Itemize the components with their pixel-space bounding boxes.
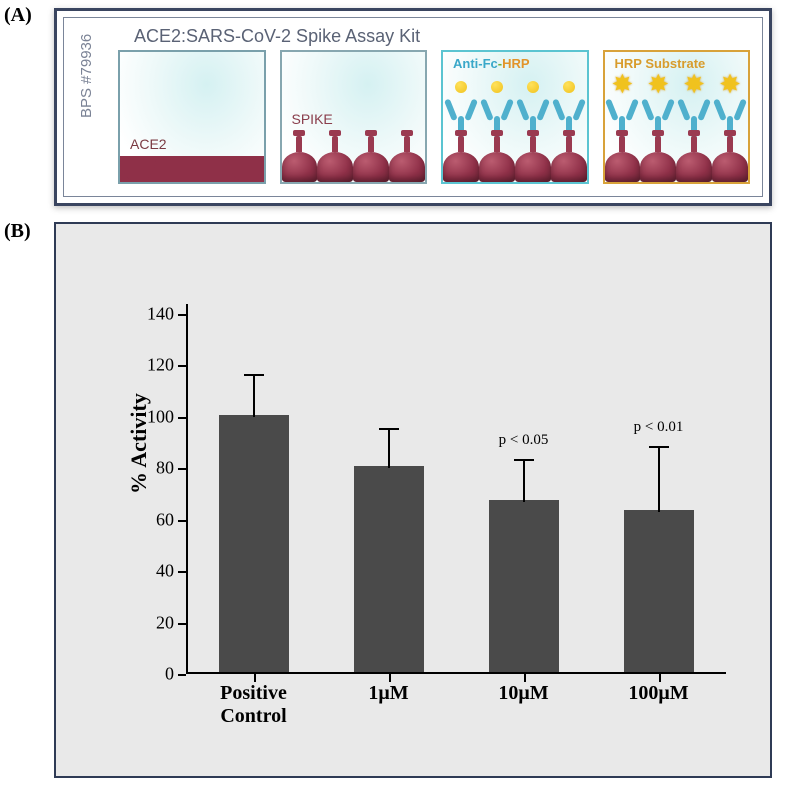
error-cap bbox=[379, 428, 399, 430]
stage-antifc: Anti-Fc-HRP bbox=[441, 50, 589, 184]
ace2-half bbox=[192, 156, 228, 182]
stage-substrate: HRP Substrate ✸ ✸ ✸ ✸ bbox=[603, 50, 751, 184]
ace2-half bbox=[228, 156, 264, 182]
hrp-dot bbox=[563, 81, 575, 93]
spike-row bbox=[443, 128, 587, 182]
y-tick bbox=[178, 623, 186, 625]
hrp-dot bbox=[491, 81, 503, 93]
hrp-dot bbox=[527, 81, 539, 93]
p-value-label: p < 0.01 bbox=[634, 419, 684, 436]
spike-unit bbox=[443, 136, 479, 182]
bar bbox=[489, 500, 559, 672]
spike-unit bbox=[282, 136, 318, 182]
bar bbox=[219, 415, 289, 672]
bps-number: BPS #79936 bbox=[78, 34, 95, 118]
antifc-hrp: HRP bbox=[502, 56, 529, 71]
spike-row bbox=[282, 128, 426, 182]
y-tick-label: 60 bbox=[134, 509, 174, 530]
y-tick bbox=[178, 417, 186, 419]
spike-unit bbox=[353, 136, 389, 182]
y-tick bbox=[178, 674, 186, 676]
error-cap bbox=[244, 374, 264, 376]
panel-a: ACE2:SARS-CoV-2 Spike Assay Kit BPS #799… bbox=[54, 8, 772, 206]
panel-b-label: (B) bbox=[4, 220, 31, 243]
hrp-substrate-label: HRP Substrate bbox=[615, 56, 706, 71]
bar-chart: 020406080100120140PositiveControl1μM10μM… bbox=[186, 314, 726, 674]
error-bar bbox=[253, 376, 255, 417]
x-tick bbox=[254, 674, 256, 682]
spike-unit bbox=[389, 136, 425, 182]
x-tick-label: PositiveControl bbox=[194, 682, 314, 728]
error-bar bbox=[388, 430, 390, 469]
x-tick bbox=[659, 674, 661, 682]
y-tick-label: 80 bbox=[134, 458, 174, 479]
y-tick bbox=[178, 571, 186, 573]
assay-stages: ACE2 SPIKE Anti-Fc- bbox=[118, 50, 750, 184]
y-tick-label: 20 bbox=[134, 612, 174, 633]
error-bar bbox=[523, 461, 525, 502]
error-cap bbox=[514, 459, 534, 461]
x-axis bbox=[186, 672, 726, 674]
x-tick-label: 1μM bbox=[329, 682, 449, 705]
error-bar bbox=[658, 448, 660, 512]
hrp-dot bbox=[455, 81, 467, 93]
y-tick bbox=[178, 314, 186, 316]
y-tick-label: 40 bbox=[134, 561, 174, 582]
panel-a-inner: ACE2:SARS-CoV-2 Spike Assay Kit BPS #799… bbox=[63, 17, 763, 197]
spike-row bbox=[605, 128, 749, 182]
bar bbox=[624, 510, 694, 672]
ace2-half bbox=[120, 156, 156, 182]
y-tick-label: 120 bbox=[134, 355, 174, 376]
y-axis bbox=[186, 304, 188, 674]
spike-unit bbox=[605, 136, 641, 182]
ace2-row bbox=[120, 156, 264, 182]
spike-unit bbox=[317, 136, 353, 182]
stage-spike: SPIKE bbox=[280, 50, 428, 184]
spike-unit bbox=[479, 136, 515, 182]
p-value-label: p < 0.05 bbox=[499, 432, 549, 449]
y-tick bbox=[178, 520, 186, 522]
y-tick-label: 100 bbox=[134, 406, 174, 427]
x-tick-label: 100μM bbox=[599, 682, 719, 705]
ace2-half bbox=[156, 156, 192, 182]
x-tick-label: 10μM bbox=[464, 682, 584, 705]
y-tick bbox=[178, 468, 186, 470]
y-tick-label: 140 bbox=[134, 304, 174, 325]
stage-ace2: ACE2 bbox=[118, 50, 266, 184]
spike-unit bbox=[712, 136, 748, 182]
spike-unit bbox=[676, 136, 712, 182]
spike-unit bbox=[640, 136, 676, 182]
antifc-blue: Anti-Fc bbox=[453, 56, 498, 71]
y-tick-label: 0 bbox=[134, 664, 174, 685]
panel-b: % Activity 020406080100120140PositiveCon… bbox=[54, 222, 772, 778]
y-tick bbox=[178, 365, 186, 367]
x-tick bbox=[524, 674, 526, 682]
spike-unit bbox=[515, 136, 551, 182]
antifc-label: Anti-Fc-HRP bbox=[453, 56, 530, 71]
ace2-label: ACE2 bbox=[130, 136, 167, 152]
bar bbox=[354, 466, 424, 672]
error-cap bbox=[649, 446, 669, 448]
x-tick bbox=[389, 674, 391, 682]
spike-label: SPIKE bbox=[292, 111, 333, 127]
assay-kit-title: ACE2:SARS-CoV-2 Spike Assay Kit bbox=[134, 26, 420, 47]
spike-unit bbox=[551, 136, 587, 182]
panel-a-label: (A) bbox=[4, 4, 32, 27]
